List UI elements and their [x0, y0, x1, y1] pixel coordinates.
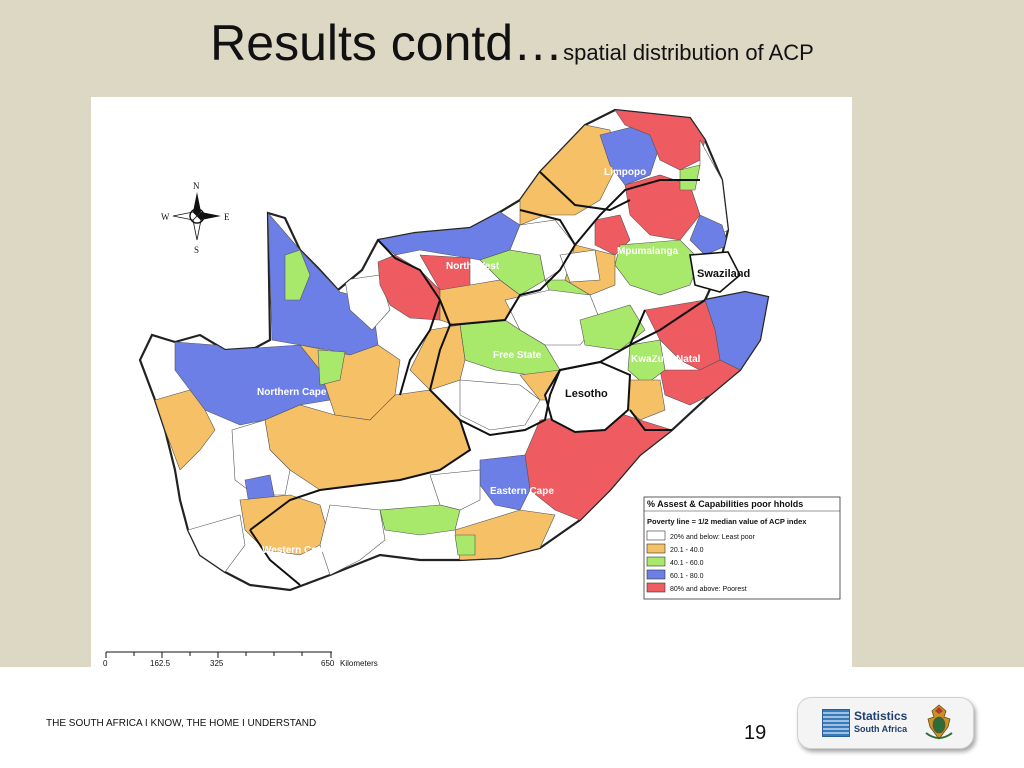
compass-n: N: [193, 181, 200, 191]
stats-sa-logo: Statistics South Africa: [797, 697, 974, 749]
scale-tick-2: 325: [210, 659, 224, 667]
title-main: Results contd…: [210, 15, 564, 71]
district-mp-green: [614, 239, 701, 296]
district-wc-white: [319, 504, 386, 576]
district-ec-white: [429, 469, 481, 511]
label-lesotho: Lesotho: [565, 388, 608, 400]
boundary-ec-kzn: [629, 409, 672, 431]
compass-rose-icon: N S E W: [161, 181, 230, 255]
legend-swatch: [646, 569, 666, 580]
scale-tick-1: 162.5: [150, 659, 171, 667]
legend-label: 40.1 - 60.0: [670, 560, 704, 567]
scale-unit: Kilometers: [340, 659, 378, 667]
legend-items: 20% and below: Least poor 20.1 - 40.0 40.1…: [646, 530, 756, 593]
district-nc-white-a: [231, 419, 291, 496]
district-nc-orange-b: [154, 389, 216, 471]
title-sub: spatial distribution of ACP: [563, 40, 814, 65]
scale-tick-3: 650: [321, 659, 335, 667]
legend-label: 20% and below: Least poor: [670, 534, 756, 541]
scale-bar: 0 162.5 325 650 Kilometers: [103, 651, 378, 667]
district-kzn-green: [627, 339, 666, 386]
logo-line2: South Africa: [854, 724, 908, 734]
district-wc-orange: [239, 494, 331, 556]
district-nw-white: [509, 219, 576, 281]
label-western-cape: Western Cape: [262, 545, 329, 556]
map-legend: % Assest & Capabilities poor hholds Pove…: [643, 496, 841, 600]
logo-line1: Statistics: [854, 709, 908, 723]
district-fills: [154, 110, 768, 576]
label-northern-cape: Northern Cape: [257, 387, 327, 398]
label-kwazulu-natal: KwaZulu-Natal: [631, 354, 701, 365]
district-lp-orange: [519, 124, 616, 226]
label-limpopo: Limpopo: [604, 167, 646, 178]
district-mp-blue: [689, 214, 729, 256]
boundary-ec-nc: [249, 419, 472, 531]
label-eastern-cape: Eastern Cape: [490, 486, 554, 497]
district-ec-orange: [454, 509, 556, 561]
stats-bars-icon: [822, 709, 850, 737]
boundary-wc: [249, 529, 301, 586]
district-lp-red-b: [624, 174, 701, 241]
boundary-fs: [428, 309, 646, 437]
district-ec-green: [379, 504, 461, 536]
map-panel: Limpopo Mpumalanga North West Free State…: [91, 97, 852, 667]
legend-label: 60.1 - 80.0: [670, 573, 704, 580]
district-kzn-red-b: [659, 359, 741, 406]
legend-subtitle: Poverty line = 1/2 median value of ACP i…: [647, 517, 807, 526]
boundary-kzn: [629, 299, 706, 346]
district-ec-green-b: [454, 534, 476, 556]
compass-e: E: [224, 212, 230, 222]
label-mpumalanga: Mpumalanga: [617, 246, 679, 257]
boundary-nw: [377, 209, 577, 327]
boundary-lp: [539, 171, 631, 212]
district-nw-blue: [377, 211, 521, 261]
legend-swatch: [646, 543, 666, 554]
coat-of-arms-icon: [925, 704, 953, 740]
legend-title: % Assest & Capabilities poor hholds: [647, 499, 803, 509]
district-nc-white-b: [344, 274, 391, 331]
district-wc-white-b: [187, 514, 246, 573]
legend-label: 80% and above: Poorest: [670, 586, 747, 593]
legend-swatch: [646, 582, 666, 593]
boundary-mp: [574, 179, 700, 246]
district-fs-white-b: [459, 379, 541, 431]
page-number: 19: [744, 722, 767, 744]
legend-swatch: [646, 556, 666, 567]
swaziland-shape: [689, 251, 742, 293]
district-nc-green-b: [317, 349, 346, 386]
district-lp-green: [679, 164, 701, 191]
legend-label: 20.1 - 40.0: [670, 547, 704, 554]
district-gp-white: [559, 249, 601, 283]
district-nc-green: [284, 249, 311, 301]
label-north-west: North West: [446, 261, 500, 272]
compass-s: S: [194, 245, 199, 255]
province-labels: Limpopo Mpumalanga North West Free State…: [257, 167, 701, 556]
label-swaziland: Swaziland: [697, 268, 750, 280]
boundary-nc-fs: [399, 299, 441, 396]
scale-tick-0: 0: [103, 659, 108, 667]
legend-swatch: [646, 530, 666, 541]
footer-slogan: THE SOUTH AFRICA I KNOW, THE HOME I UNDE…: [46, 718, 317, 729]
label-free-state: Free State: [493, 350, 542, 361]
compass-w: W: [161, 212, 170, 222]
map-figure: Limpopo Mpumalanga North West Free State…: [103, 108, 841, 667]
slide-title: Results contd…spatial distribution of AC…: [0, 14, 1024, 72]
province-boundaries: [249, 171, 706, 586]
